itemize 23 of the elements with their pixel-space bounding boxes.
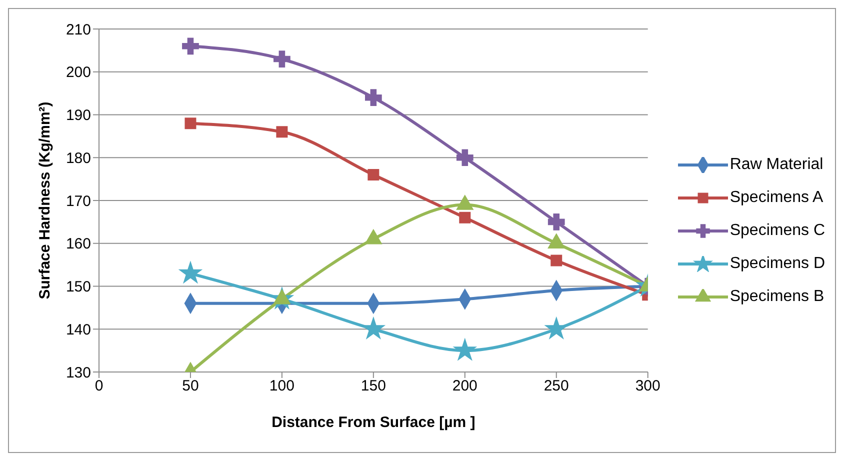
x-tick-label: 200 — [452, 378, 478, 395]
x-tick-label: 250 — [544, 378, 569, 395]
y-tick-label: 180 — [66, 150, 91, 167]
x-tick-label: 150 — [360, 378, 386, 395]
y-tick-label: 210 — [66, 21, 91, 38]
x-tick-label: 50 — [182, 378, 199, 395]
legend-label: Raw Material — [730, 156, 824, 174]
x-tick-label: 0 — [94, 378, 104, 395]
x-tick-label: 300 — [635, 378, 660, 395]
y-tick-label: 160 — [66, 236, 91, 253]
y-tick-label: 170 — [66, 192, 91, 210]
y-tick-label: 200 — [66, 64, 91, 82]
x-tick-label: 100 — [269, 378, 294, 395]
y-axis-title: Surface Hardness (Kg/mm²) — [36, 102, 54, 300]
legend-label: Specimens C — [730, 222, 825, 240]
legend-label: Specimens D — [730, 254, 825, 272]
legend-label: Specimens B — [730, 288, 824, 306]
y-tick-label: 190 — [66, 107, 91, 124]
y-tick-label: 140 — [66, 321, 91, 338]
y-tick-label: 130 — [66, 364, 91, 382]
legend-label: Specimens A — [730, 188, 824, 206]
y-tick-label: 150 — [66, 278, 91, 296]
x-axis-title: Distance From Surface [µm ] — [272, 414, 476, 431]
